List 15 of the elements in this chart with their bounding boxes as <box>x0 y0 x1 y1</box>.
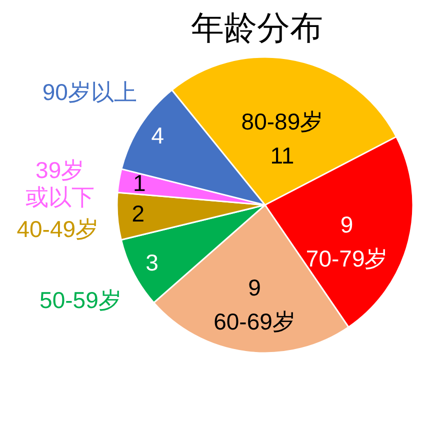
data-label: 2 <box>132 200 144 227</box>
slice-label: 60-69岁 <box>214 308 296 335</box>
slice-label: 50-59岁 <box>40 286 122 313</box>
data-label: 9 <box>340 212 354 238</box>
data-label: 4 <box>151 122 164 149</box>
slice-label: 80-89岁 <box>241 108 324 134</box>
slice-label: 39岁或以下 <box>25 156 94 210</box>
slice-label: 70-79岁 <box>306 246 388 272</box>
data-label: 1 <box>133 170 146 196</box>
data-label: 11 <box>270 142 294 168</box>
chart-title: 年龄分布 <box>191 9 323 46</box>
slice-label: 40-49岁 <box>16 216 99 242</box>
slice-label: 90岁以上 <box>42 79 137 106</box>
data-label: 9 <box>248 274 261 301</box>
data-label: 3 <box>146 250 158 276</box>
